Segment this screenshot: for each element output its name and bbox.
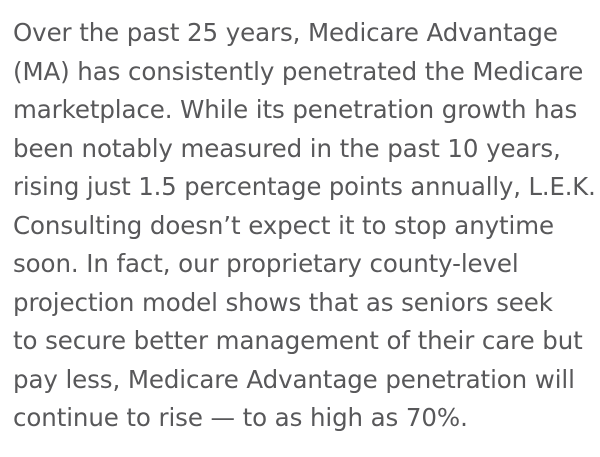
paragraph-line: to secure better management of their car… <box>13 326 583 355</box>
paragraph-line: pay less, Medicare Advantage penetration… <box>13 364 575 394</box>
paragraph-line: soon. In fact, our proprietary county-le… <box>13 249 519 278</box>
body-paragraph: Over the past 25 years, Medicare Advanta… <box>13 14 596 438</box>
paragraph-line: marketplace. While its penetration growt… <box>13 95 578 124</box>
paragraph-line: Over the past 25 years, Medicare Advanta… <box>13 18 558 47</box>
paragraph-line: Consulting doesn’t expect it to stop any… <box>13 210 555 240</box>
paragraph-line: projection model shows that as seniors s… <box>13 287 553 317</box>
paragraph-line: been notably measured in the past 10 yea… <box>13 133 561 163</box>
paragraph-line: continue to rise — to as high as 70%. <box>13 403 468 432</box>
paragraph-line: (MA) has consistently penetrated the Med… <box>13 56 584 86</box>
paragraph-line: rising just 1.5 percentage points annual… <box>13 172 596 201</box>
